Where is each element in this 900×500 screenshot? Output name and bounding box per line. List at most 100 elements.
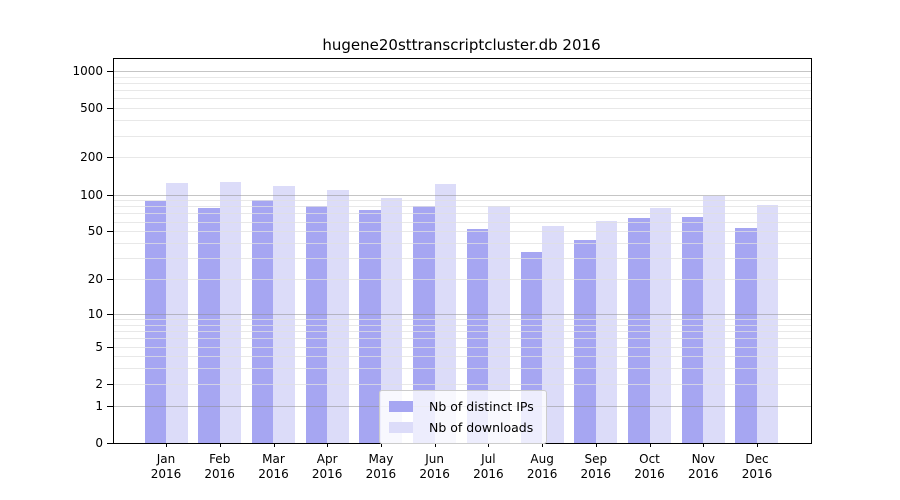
y-tick-mark bbox=[107, 279, 113, 280]
bar-oct-distinct-ips bbox=[628, 218, 650, 443]
y-tick-mark bbox=[107, 405, 113, 407]
y-tick-label-50: 50 bbox=[87, 224, 103, 239]
bar-mar-distinct-ips bbox=[251, 200, 274, 443]
y-tick-mark bbox=[107, 383, 113, 385]
legend-swatch-downloads bbox=[389, 422, 413, 433]
bar-apr-distinct-ips bbox=[305, 205, 328, 443]
grid-layer bbox=[114, 59, 811, 443]
x-tick-label-jan: Jan 2016 bbox=[134, 452, 198, 482]
legend-label-distinct-ips: Nb of distinct IPs bbox=[429, 399, 534, 414]
gridline-minor bbox=[114, 346, 811, 348]
x-tick-mark bbox=[166, 443, 167, 447]
gridline-minor bbox=[114, 231, 811, 233]
y-tick-mark bbox=[107, 231, 113, 233]
x-tick-label-dec: Dec 2016 bbox=[725, 452, 789, 482]
month-label: Dec bbox=[745, 452, 769, 466]
year-label: 2016 bbox=[473, 467, 504, 481]
legend-label-downloads: Nb of downloads bbox=[429, 420, 534, 435]
x-tick-mark bbox=[219, 443, 221, 447]
month-label: Nov bbox=[691, 452, 715, 466]
month-label: Aug bbox=[530, 452, 554, 466]
bar-jan-distinct-ips bbox=[144, 201, 166, 443]
gridline-minor bbox=[114, 258, 811, 260]
month-label: May bbox=[368, 452, 394, 466]
year-label: 2016 bbox=[365, 467, 397, 481]
gridline-minor bbox=[114, 243, 811, 244]
y-tick-mark bbox=[107, 157, 113, 159]
year-label: 2016 bbox=[311, 467, 343, 481]
x-tick-mark bbox=[273, 443, 275, 447]
x-tick-mark bbox=[327, 443, 329, 447]
bar-jun-downloads bbox=[434, 183, 457, 443]
y-tick-mark bbox=[107, 194, 113, 196]
y-tick-label-1: 1 bbox=[95, 398, 103, 413]
gridline-minor bbox=[114, 331, 811, 332]
x-tick-label-mar: Mar 2016 bbox=[242, 452, 306, 482]
x-tick-label-jul: Jul 2016 bbox=[456, 452, 520, 482]
gridline-minor bbox=[114, 206, 811, 208]
x-tick-label-jun: Jun 2016 bbox=[403, 452, 467, 482]
x-tick-mark bbox=[649, 443, 651, 447]
y-tick-label-2: 2 bbox=[95, 376, 103, 391]
x-tick-label-may: May 2016 bbox=[349, 452, 413, 482]
bar-dec-distinct-ips bbox=[735, 228, 757, 443]
gridline-minor bbox=[114, 368, 811, 370]
gridline-minor bbox=[114, 213, 811, 215]
y-tick-label-10: 10 bbox=[87, 306, 103, 321]
gridline-minor bbox=[114, 98, 811, 100]
bar-apr-downloads bbox=[327, 189, 349, 443]
y-tick-mark bbox=[107, 313, 113, 315]
y-tick-label-200: 200 bbox=[80, 150, 103, 165]
month-label: Jan bbox=[156, 452, 176, 466]
gridline-minor bbox=[114, 383, 811, 385]
y-tick-label-5: 5 bbox=[95, 339, 103, 354]
x-tick-mark bbox=[595, 443, 597, 447]
year-label: 2016 bbox=[258, 467, 289, 481]
year-label: 2016 bbox=[688, 467, 719, 481]
bar-aug-downloads bbox=[542, 226, 564, 443]
bar-jul-distinct-ips bbox=[466, 229, 489, 443]
gridline-minor bbox=[114, 319, 811, 320]
gridline-10 bbox=[114, 313, 811, 315]
month-label: Oct bbox=[639, 452, 660, 466]
y-tick-mark bbox=[107, 108, 113, 110]
gridline-minor bbox=[114, 324, 811, 326]
bar-jan-downloads bbox=[166, 183, 188, 443]
gridline-minor bbox=[114, 338, 811, 340]
gridline-minor bbox=[114, 120, 811, 122]
year-label: 2016 bbox=[634, 467, 665, 481]
x-tick-label-nov: Nov 2016 bbox=[671, 452, 735, 482]
y-tick-label-0: 0 bbox=[95, 436, 103, 450]
chart-title: hugene20sttranscriptcluster.db 2016 bbox=[322, 36, 601, 54]
gridline-100 bbox=[114, 194, 811, 196]
plot-area: Nb of distinct IPs Nb of downloads bbox=[113, 58, 812, 444]
x-tick-label-apr: Apr 2016 bbox=[295, 452, 359, 482]
year-label: 2016 bbox=[741, 467, 773, 481]
year-label: 2016 bbox=[150, 467, 182, 481]
gridline-minor bbox=[114, 279, 811, 280]
month-label: Jul bbox=[481, 452, 496, 466]
gridline-minor bbox=[114, 200, 811, 202]
year-label: 2016 bbox=[204, 467, 235, 481]
y-tick-label-20: 20 bbox=[87, 272, 103, 286]
x-tick-mark bbox=[757, 443, 758, 447]
year-label: 2016 bbox=[526, 467, 558, 481]
gridline-minor bbox=[114, 82, 811, 84]
year-label: 2016 bbox=[580, 467, 612, 481]
y-tick-mark bbox=[107, 346, 113, 348]
legend-item-distinct-ips: Nb of distinct IPs bbox=[389, 396, 534, 417]
bar-feb-downloads bbox=[219, 182, 242, 443]
month-label: Jun bbox=[425, 452, 444, 466]
x-tick-mark bbox=[542, 443, 544, 447]
legend: Nb of distinct IPs Nb of downloads bbox=[379, 390, 547, 444]
bar-nov-distinct-ips bbox=[681, 216, 704, 443]
y-tick-label-500: 500 bbox=[80, 101, 103, 116]
year-label: 2016 bbox=[419, 467, 450, 481]
gridline-minor bbox=[114, 76, 811, 78]
x-tick-label-feb: Feb 2016 bbox=[188, 452, 252, 482]
bar-sep-distinct-ips bbox=[574, 240, 596, 443]
x-tick-mark bbox=[380, 443, 382, 447]
x-tick-label-sep: Sep 2016 bbox=[564, 452, 628, 482]
gridline-minor bbox=[114, 356, 811, 358]
